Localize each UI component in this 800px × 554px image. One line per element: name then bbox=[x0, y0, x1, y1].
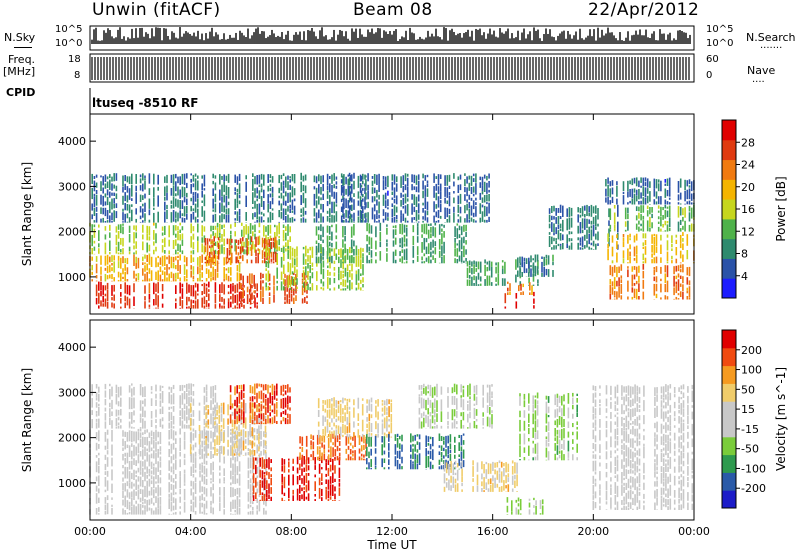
freq-label: Freq. bbox=[8, 53, 36, 66]
colorbar-swatch bbox=[722, 159, 736, 180]
nsearch-dots: ....... bbox=[760, 40, 783, 51]
colorbar-tick-label: 8 bbox=[741, 248, 748, 261]
freq-tick-bottom: 8 bbox=[74, 70, 81, 81]
colorbar-tick-label: 15 bbox=[741, 403, 755, 416]
y-tick-label: 2000 bbox=[58, 432, 86, 445]
nsky-label: N.Sky bbox=[4, 31, 36, 44]
freq-unit: [MHz] bbox=[3, 65, 36, 78]
y-tick-label: 3000 bbox=[58, 180, 86, 193]
y-tick-label: 4000 bbox=[58, 341, 86, 354]
colorbar-swatch bbox=[722, 120, 736, 141]
colorbar-tick-label: 24 bbox=[741, 159, 755, 172]
velocity-yticks: 1000 2000 3000 4000 bbox=[58, 341, 96, 490]
nave-dots: .... bbox=[752, 74, 765, 85]
x-tick-label: 00:00 bbox=[74, 525, 106, 538]
colorbar-swatch bbox=[722, 218, 736, 240]
power-yticks: 1000 2000 3000 4000 bbox=[58, 135, 96, 284]
colorbar-swatch bbox=[722, 436, 736, 456]
colorbar-swatch bbox=[722, 419, 736, 438]
colorbar-tick-label: 4 bbox=[741, 270, 748, 283]
colorbar-swatch bbox=[722, 490, 736, 509]
colorbar-label: Power [dB] bbox=[774, 176, 788, 241]
colorbar-tick-label: 12 bbox=[741, 225, 755, 238]
colorbar-swatch bbox=[722, 472, 736, 491]
colorbar-swatch bbox=[722, 383, 736, 402]
colorbar-tick-label: -15 bbox=[741, 423, 759, 436]
colorbar-swatch bbox=[722, 365, 736, 384]
date-title: 22/Apr/2012 bbox=[588, 0, 700, 20]
x-tick-label: 08:00 bbox=[275, 525, 307, 538]
colorbar-swatch bbox=[722, 258, 736, 279]
colorbar-tick-label: -200 bbox=[741, 482, 766, 495]
y-tick-label: 4000 bbox=[58, 135, 86, 148]
colorbar-tick-label: 20 bbox=[741, 181, 755, 194]
station-title: Unwin (fitACF) bbox=[92, 0, 221, 20]
velocity-cells bbox=[89, 383, 694, 515]
nave-tick-top: 60 bbox=[706, 54, 719, 65]
nave-label: Nave bbox=[747, 64, 776, 77]
power-ylabel: Slant Range [km] bbox=[20, 162, 34, 266]
colorbar-tick-label: -50 bbox=[741, 443, 759, 456]
velocity-colorbar: -200 -100 -50 -15 15 50 100 200 Velocity [m s^-1… bbox=[721, 329, 788, 509]
x-tick-label: 00:00 bbox=[678, 525, 710, 538]
velocity-ylabel: Slant Range [km] bbox=[20, 368, 34, 472]
y-tick-label: 1000 bbox=[58, 477, 86, 490]
x-tick-label: 04:00 bbox=[175, 525, 207, 538]
colorbar-tick-label: 16 bbox=[741, 203, 755, 216]
nsky-tick-bottom: 10^0 bbox=[55, 38, 83, 49]
x-axis-label: Time UT bbox=[366, 538, 417, 552]
colorbar-swatch bbox=[722, 179, 736, 200]
velocity-xticks: 00:00 04:00 08:00 12:00 16:00 20:00 00:00 bbox=[74, 320, 710, 538]
nsearch-tick-top: 10^5 bbox=[706, 24, 734, 35]
nsky-tick-top: 10^5 bbox=[55, 24, 83, 35]
freq-tick-top: 18 bbox=[68, 54, 81, 65]
colorbar-swatch bbox=[722, 454, 736, 473]
x-tick-label: 12:00 bbox=[376, 525, 408, 538]
colorbar-swatch bbox=[722, 199, 736, 220]
x-tick-label: 20:00 bbox=[577, 525, 609, 538]
colorbar-swatch bbox=[722, 139, 736, 161]
colorbar-swatch bbox=[722, 347, 736, 367]
colorbar-swatch bbox=[722, 401, 736, 420]
colorbar-frame bbox=[721, 329, 737, 509]
colorbar-tick-label: -100 bbox=[741, 462, 766, 475]
colorbar-tick-label: 50 bbox=[741, 383, 755, 396]
y-tick-label: 3000 bbox=[58, 386, 86, 399]
colorbar-swatch bbox=[722, 330, 736, 349]
nsearch-tick-bottom: 10^0 bbox=[706, 38, 734, 49]
nsky-underline bbox=[14, 47, 32, 48]
y-tick-label: 1000 bbox=[58, 271, 86, 284]
power-xticks bbox=[89, 114, 695, 314]
cpid-text: ltuseq -8510 RF bbox=[92, 96, 199, 110]
colorbar-tick-label: 28 bbox=[741, 136, 755, 149]
power-colorbar: 4 8 12 16 20 24 28 Power [dB] bbox=[721, 119, 788, 299]
colorbar-tick-label: 200 bbox=[741, 344, 762, 357]
x-tick-label: 16:00 bbox=[477, 525, 509, 538]
power-cells bbox=[89, 172, 695, 309]
nsearch-label: N.Search bbox=[746, 31, 796, 44]
nave-tick-bottom: 0 bbox=[706, 70, 713, 81]
colorbar-label: Velocity [m s^-1] bbox=[774, 367, 788, 471]
colorbar-swatch bbox=[722, 238, 736, 259]
colorbar-tick-label: 100 bbox=[741, 364, 762, 377]
beam-title: Beam 08 bbox=[353, 0, 433, 20]
colorbar-swatch bbox=[722, 278, 736, 299]
y-tick-label: 2000 bbox=[58, 226, 86, 239]
cpid-label: CPID bbox=[6, 86, 36, 99]
